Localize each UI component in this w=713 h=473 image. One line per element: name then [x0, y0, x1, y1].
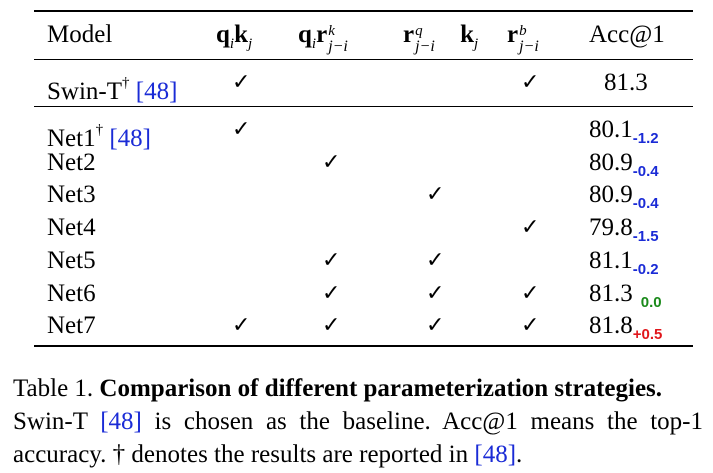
- model-cell: Net1† [48]: [47, 115, 151, 154]
- model-cell: Net4: [47, 213, 96, 243]
- caption-text-3b: .: [516, 441, 523, 468]
- caption-text-3a: accuracy. † denotes the results are repo…: [13, 441, 475, 468]
- accuracy-delta: -1.5: [632, 228, 659, 245]
- accuracy-delta: -1.2: [632, 130, 659, 147]
- dagger-mark: †: [122, 75, 130, 91]
- citation-link[interactable]: [48]: [135, 78, 178, 105]
- accuracy-delta: 0.0: [640, 294, 662, 311]
- table-caption: Table 1. Comparison of different paramet…: [13, 372, 703, 471]
- checkmark-icon: ✓: [322, 150, 341, 175]
- accuracy-cell: 80.9-0.4: [589, 148, 659, 187]
- checkmark-icon: ✓: [322, 248, 341, 273]
- accuracy-delta: -0.2: [632, 261, 659, 278]
- model-cell: Net3: [47, 180, 96, 210]
- checkmark-icon: ✓: [521, 281, 540, 306]
- header-qrk: qir k j−i: [298, 21, 348, 55]
- checkmark-icon: ✓: [322, 281, 341, 306]
- model-name: Net4: [47, 214, 96, 241]
- model-name: Net6: [47, 280, 96, 307]
- checkmark-icon: ✓: [521, 70, 540, 95]
- model-name: Net3: [47, 181, 96, 208]
- caption-citation-link[interactable]: [48]: [474, 441, 517, 468]
- model-name: Net5: [47, 247, 96, 274]
- checkmark-icon: ✓: [232, 117, 251, 142]
- caption-label: Table 1.: [13, 375, 94, 402]
- table-top-rule: [34, 10, 693, 12]
- dagger-mark: †: [95, 122, 104, 138]
- accuracy-cell: 81.3 0.0: [589, 279, 662, 318]
- accuracy-value: 81.3: [589, 280, 633, 307]
- model-cell: Net6: [47, 279, 96, 309]
- baseline-rule: [34, 106, 693, 107]
- accuracy-cell: 79.8-1.5: [589, 213, 659, 252]
- checkmark-icon: ✓: [426, 248, 445, 273]
- baseline-model-cell: Swin-T† [48]: [47, 68, 177, 107]
- checkmark-icon: ✓: [232, 70, 251, 95]
- accuracy-value: 80.1: [589, 116, 633, 143]
- accuracy-cell: 81.1-0.2: [589, 246, 659, 285]
- checkmark-icon: ✓: [426, 182, 445, 207]
- table-bottom-rule: [34, 345, 693, 347]
- baseline-accuracy-cell: 81.3: [604, 68, 648, 98]
- model-name: Swin-T: [47, 78, 122, 105]
- citation-link[interactable]: [48]: [109, 125, 152, 152]
- accuracy-delta: -0.4: [632, 163, 659, 180]
- header-rb: r b j−i: [507, 21, 539, 55]
- model-name: Net7: [47, 312, 96, 339]
- accuracy-cell: 81.8+0.5: [589, 311, 662, 350]
- caption-text-2a: Swin-T: [13, 408, 101, 435]
- accuracy-delta: +0.5: [632, 326, 663, 343]
- checkmark-icon: ✓: [426, 313, 445, 338]
- checkmark-icon: ✓: [322, 313, 341, 338]
- accuracy-value: 80.9: [589, 149, 633, 176]
- accuracy-value: 81.8: [589, 312, 633, 339]
- model-name: Net2: [47, 149, 96, 176]
- accuracy-value: 80.9: [589, 181, 633, 208]
- caption-title: Comparison of different parameterization…: [99, 375, 663, 402]
- header-rqk: r q j−i kj: [403, 21, 479, 55]
- caption-citation-link[interactable]: [48]: [100, 408, 142, 435]
- accuracy-value: 81.1: [589, 247, 633, 274]
- accuracy-cell: 80.1-1.2: [589, 115, 659, 154]
- header-model: Model: [47, 21, 113, 48]
- model-cell: Net5: [47, 246, 96, 276]
- model-cell: Net2: [47, 148, 96, 178]
- checkmark-icon: ✓: [521, 215, 540, 240]
- header-qk: qikj: [216, 21, 253, 52]
- accuracy-delta: -0.4: [632, 195, 659, 212]
- model-cell: Net7: [47, 311, 96, 341]
- accuracy-value: 79.8: [589, 214, 633, 241]
- model-name: Net1: [47, 125, 96, 152]
- header-rule: [34, 59, 693, 60]
- accuracy-cell: 80.9-0.4: [589, 180, 659, 219]
- checkmark-icon: ✓: [232, 313, 251, 338]
- header-acc: Acc@1: [589, 21, 665, 48]
- checkmark-icon: ✓: [426, 281, 445, 306]
- accuracy-value: 81.3: [604, 69, 648, 96]
- checkmark-icon: ✓: [521, 313, 540, 338]
- caption-text-2b: is chosen as the baseline. Acc@1 means t…: [141, 408, 703, 435]
